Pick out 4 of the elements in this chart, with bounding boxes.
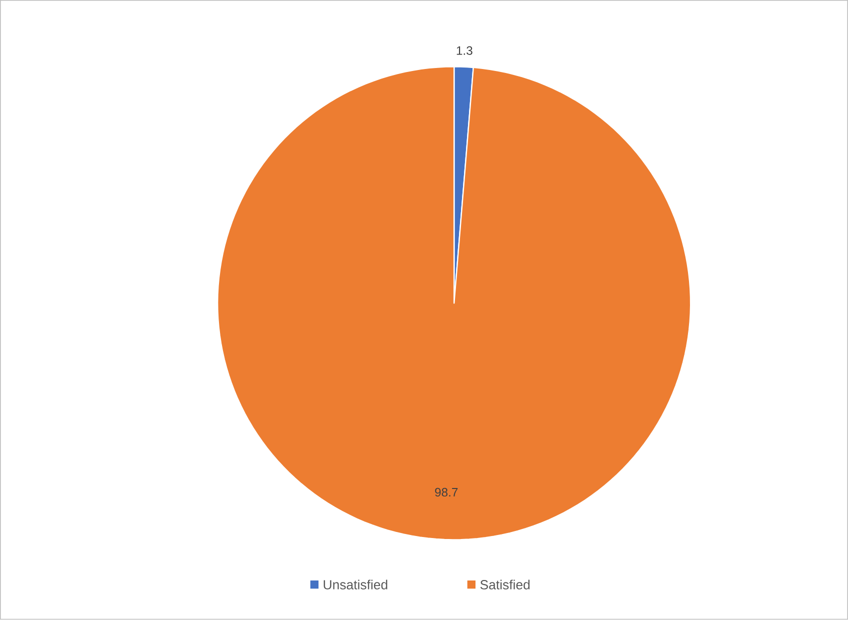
data-label: 98.7 xyxy=(435,488,458,497)
legend-label: Satisfied xyxy=(480,580,530,590)
data-label: 1.3 xyxy=(456,46,472,56)
legend-label: Unsatisfied xyxy=(324,580,388,590)
